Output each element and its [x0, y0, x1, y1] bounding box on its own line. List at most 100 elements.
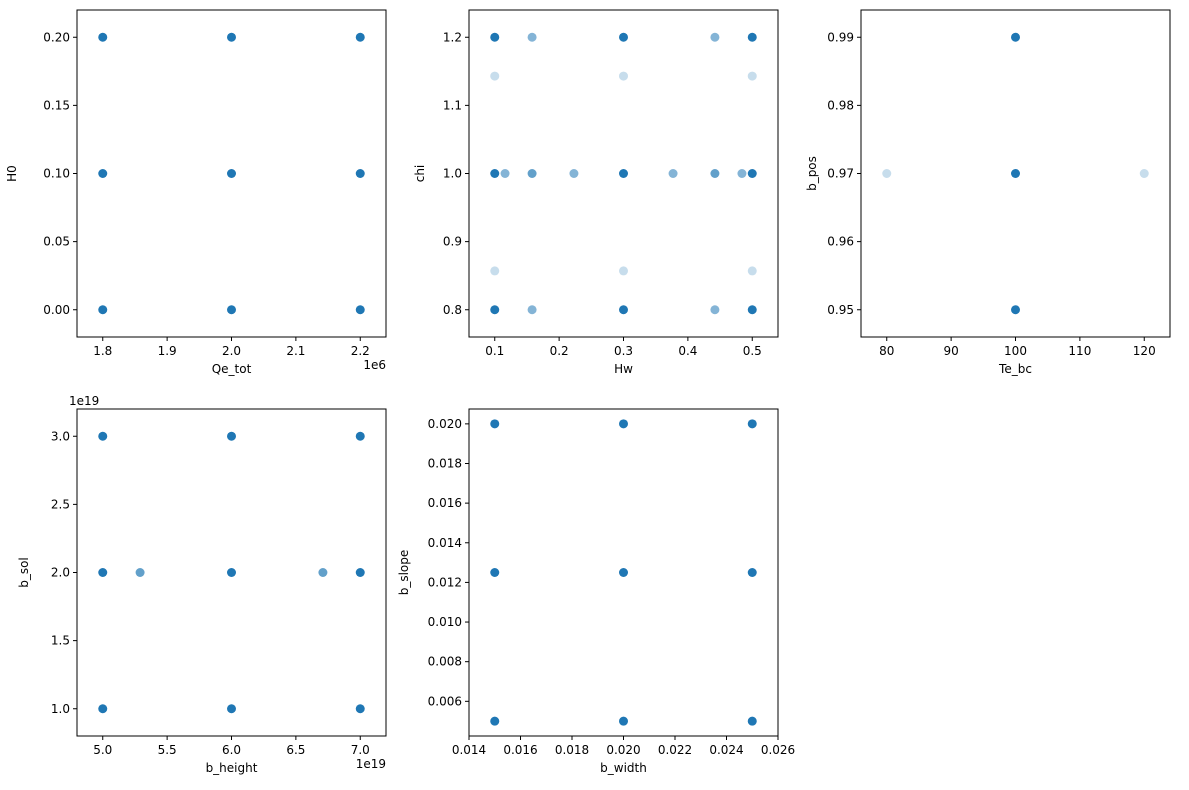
x-tick-label: 5.0	[93, 743, 112, 757]
x-tick-label: 0.020	[606, 743, 640, 757]
y-tick-label: 1.1	[443, 98, 462, 112]
subplot-2: 0.1 0.2 0.3 0.4 0.5 0.8 0.9 1.0 1.1 1.2 Hw chi	[413, 9, 779, 376]
y-tick-label: 2.0	[51, 566, 70, 580]
y-tick-label: 0.96	[827, 235, 854, 249]
scatter-point	[490, 716, 500, 726]
scatter-point	[98, 704, 108, 714]
scatter-point	[619, 716, 628, 726]
scatter-point	[1011, 305, 1020, 315]
scatter-point	[490, 305, 500, 315]
scatter-point	[882, 169, 892, 178]
subplot-4: 5.0 5.5 6.0 6.5 7.0 1.0 1.5 2.0 2.5 3.0 b_height b_…	[17, 394, 387, 775]
y-tick-label: 0.95	[827, 303, 854, 317]
scatter-point	[619, 305, 628, 315]
scatter-point	[98, 568, 108, 577]
x-tick-label: 6.5	[286, 743, 305, 757]
x-tick-label: 0.5	[743, 344, 762, 358]
subplot-1: 1.8 1.9 2.0 2.1 2.2 0.00 0.05 0.10 0.15 0.20 Qe_to…	[5, 9, 387, 376]
scatter-point	[135, 568, 145, 577]
scatter-point	[747, 305, 757, 315]
y-axis-label: chi	[413, 165, 427, 183]
x-tick-label: 2.2	[351, 344, 370, 358]
x-tick-label: 80	[879, 344, 894, 358]
scatter-point	[98, 169, 108, 178]
y-tick-label: 0.012	[428, 575, 462, 589]
subplot-3: 80 90 100 110 120 0.95 0.96 0.97 0.98 0.99 Te_bc b_…	[805, 9, 1171, 376]
y-tick-label: 0.014	[428, 536, 462, 550]
x-axis-label: Te_bc	[998, 362, 1032, 376]
y-tick-label: 1.2	[443, 30, 462, 44]
y-tick-label: 0.97	[827, 167, 854, 181]
y-tick-label: 0.10	[43, 167, 70, 181]
scatter-point	[318, 568, 328, 577]
x-tick-label: 0.024	[709, 743, 743, 757]
x-tick-label: 2.1	[286, 344, 305, 358]
x-tick-label: 5.5	[158, 743, 177, 757]
scatter-point	[355, 704, 365, 714]
scatter-point	[569, 169, 579, 178]
scatter-point	[490, 32, 500, 42]
y-tick-label: 3.0	[51, 429, 70, 443]
scatter-point	[710, 305, 720, 315]
scatter-point	[227, 704, 236, 714]
scatter-point	[98, 431, 108, 441]
y-tick-label: 0.020	[428, 417, 462, 431]
x-axis-label: b_height	[206, 761, 258, 775]
subplot-5: 0.014 0.016 0.018 0.020 0.022 0.024 0.026 0.006…	[397, 408, 795, 775]
x-axis-label: Qe_tot	[212, 362, 252, 376]
x-tick-label: 0.026	[761, 743, 795, 757]
scatter-point	[227, 32, 236, 42]
y-offset-label: 1e19	[69, 394, 99, 408]
x-tick-label: 0.016	[503, 743, 537, 757]
scatter-point	[490, 169, 500, 178]
scatter-point	[747, 32, 757, 42]
scatter-point	[747, 266, 757, 276]
scatter-point	[500, 169, 510, 178]
y-axis-label: b_pos	[805, 156, 819, 191]
x-tick-label: 110	[1068, 344, 1091, 358]
scatter-point	[710, 32, 720, 42]
x-tick-label: 0.1	[485, 344, 504, 358]
scatter-points	[490, 32, 757, 315]
x-tick-label: 0.3	[614, 344, 633, 358]
scatter-point	[1139, 169, 1149, 178]
x-axis-label: b_width	[600, 761, 647, 775]
scatter-point	[527, 305, 537, 315]
y-tick-label: 0.20	[43, 30, 70, 44]
x-tick-label: 0.2	[550, 344, 569, 358]
y-tick-label: 0.010	[428, 615, 462, 629]
scatter-point	[619, 419, 628, 429]
x-axis-label: Hw	[614, 362, 633, 376]
y-tick-label: 0.05	[43, 235, 70, 249]
y-tick-label: 0.99	[827, 30, 854, 44]
x-tick-label: 6.0	[222, 743, 241, 757]
x-offset-label: 1e19	[356, 757, 386, 771]
y-axis-label: b_sol	[17, 557, 31, 588]
scatter-point	[747, 71, 757, 81]
scatter-point	[490, 71, 500, 81]
y-tick-label: 0.8	[443, 303, 462, 317]
scatter-point	[355, 431, 365, 441]
scatter-point	[747, 419, 757, 429]
y-tick-label: 0.006	[428, 694, 462, 708]
scatter-point	[619, 568, 628, 577]
x-tick-label: 0.014	[452, 743, 486, 757]
scatter-point	[98, 305, 108, 315]
x-tick-label: 0.4	[678, 344, 697, 358]
y-tick-label: 2.5	[51, 497, 70, 511]
x-tick-label: 7.0	[351, 743, 370, 757]
x-tick-label: 0.018	[555, 743, 589, 757]
scatter-point	[710, 169, 720, 178]
scatter-point	[619, 71, 628, 81]
scatter-point	[227, 568, 236, 577]
x-tick-label: 1.8	[93, 344, 112, 358]
y-axis-label: b_slope	[397, 550, 411, 596]
x-tick-label: 90	[943, 344, 958, 358]
scatter-point	[355, 32, 365, 42]
x-tick-label: 120	[1133, 344, 1156, 358]
scatter-points	[98, 32, 365, 315]
y-tick-label: 0.00	[43, 303, 70, 317]
scatter-point	[1011, 169, 1020, 178]
scatter-point	[355, 568, 365, 577]
